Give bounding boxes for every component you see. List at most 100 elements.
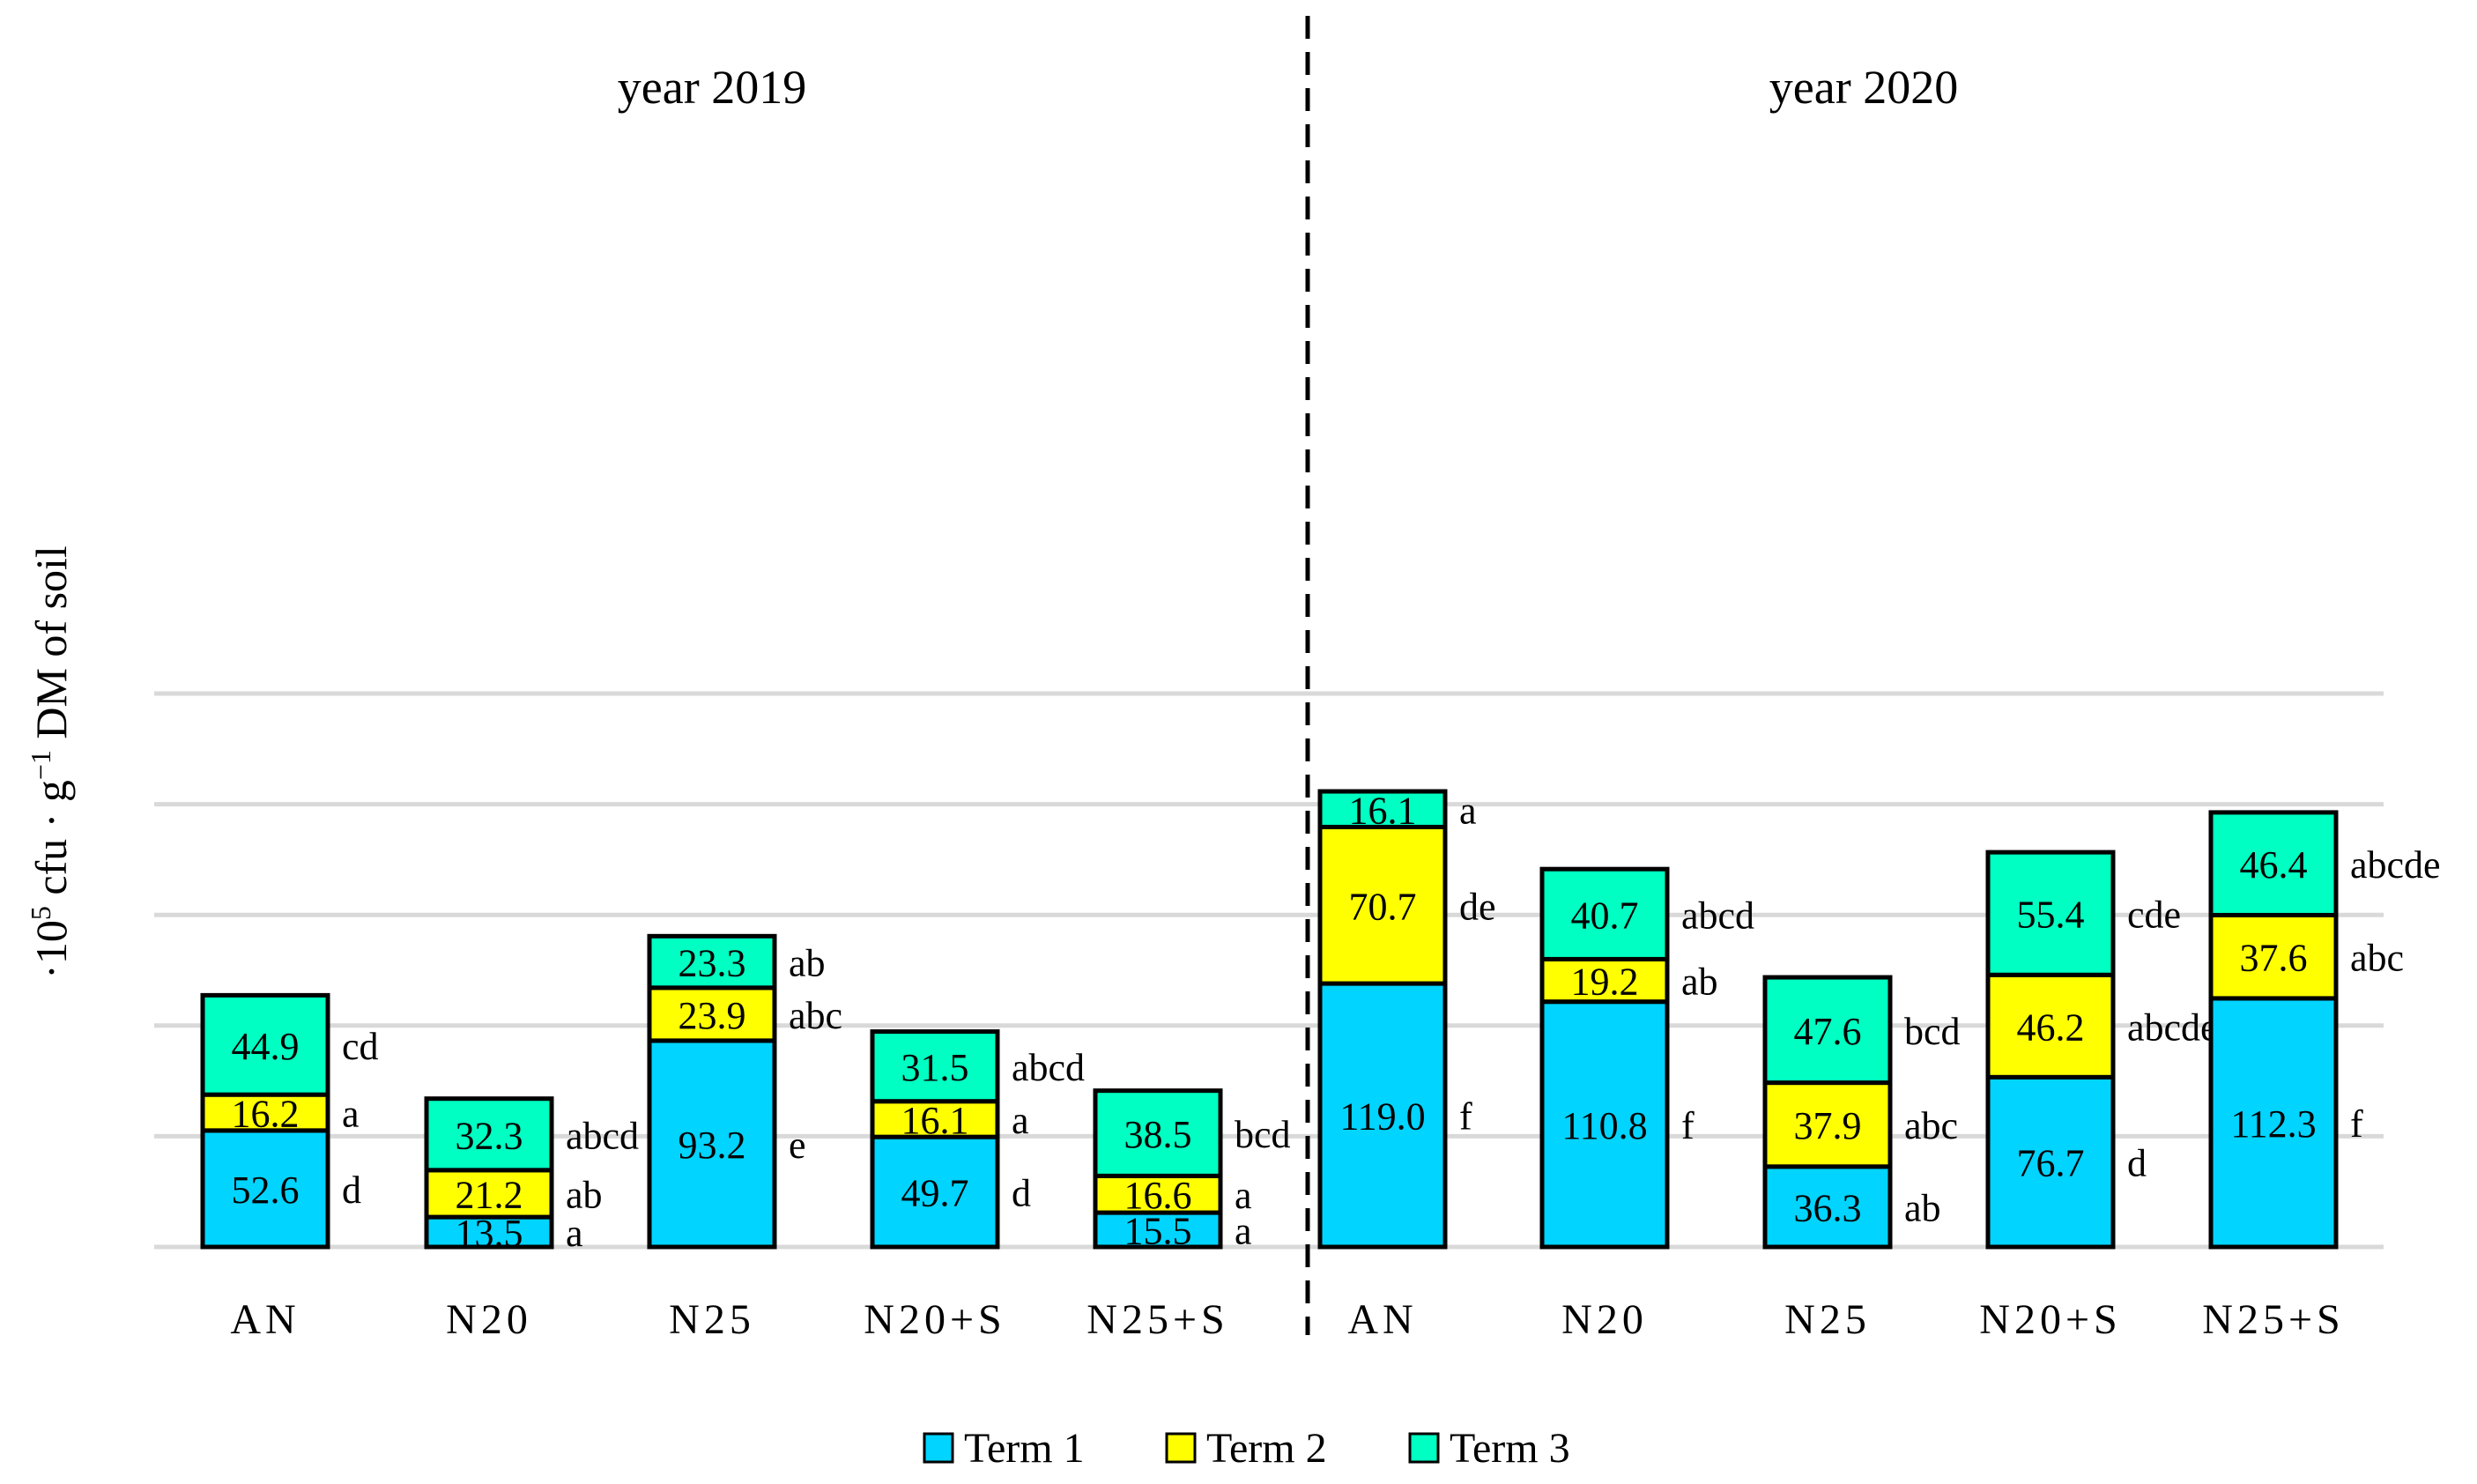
year-label: year 2019 [618,61,806,114]
bar-segment [1539,956,1670,1005]
data-label: 93.2 [679,1124,746,1167]
bar-segment [1317,824,1448,986]
x-tick-label: AN [1347,1296,1417,1343]
data-label: 23.3 [679,942,746,985]
data-label: 16.1 [901,1099,969,1142]
significance-letter: de [1459,885,1496,928]
x-tick-label: N20 [446,1296,532,1343]
significance-letter: e [789,1124,806,1167]
data-label: 16.6 [1124,1174,1192,1217]
data-label: 15.5 [1124,1210,1192,1253]
bar-segment [1985,850,2116,977]
data-label: 47.6 [1794,1010,1862,1053]
significance-letter: abcd [1012,1046,1085,1089]
data-label: 23.9 [679,994,746,1037]
significance-letter: bcd [1904,1010,1961,1053]
significance-letter: d [1012,1172,1031,1215]
bar-segment [870,1134,1000,1250]
legend-swatch [1408,1432,1440,1464]
data-label: 37.9 [1794,1104,1862,1147]
significance-letter: abcde [2350,843,2441,887]
bar-segment [1317,789,1448,829]
data-label: 49.7 [901,1172,969,1215]
legend: Term 1 Term 2 Term 3 [923,1425,1570,1472]
bar-segment [870,1099,1000,1139]
legend-label: Term 2 [1206,1425,1327,1472]
bar-segment [424,1096,554,1173]
data-label: 38.5 [1124,1113,1192,1156]
significance-letter: d [342,1169,361,1212]
data-label: 32.3 [456,1114,523,1157]
bar-segment [1093,1173,1223,1215]
bar-segment [1762,1080,1893,1169]
significance-letter: abcde [2127,1005,2218,1049]
significance-letter: f [1459,1095,1472,1139]
bar-segment [870,1029,1000,1104]
data-label: 46.4 [2240,843,2308,887]
data-label: 119.0 [1339,1095,1425,1139]
data-label: 52.6 [232,1169,300,1212]
bar-segment [1762,975,1893,1086]
significance-letter: abc [789,994,842,1037]
bar-segment [1093,1210,1223,1250]
x-tick-label: N25 [1784,1296,1871,1343]
data-label: 36.3 [1794,1186,1862,1229]
bar-segment [647,1038,777,1250]
bar-segment [200,1092,330,1133]
x-tick-label: N25+S [1086,1296,1228,1343]
legend-label: Term 1 [964,1425,1085,1472]
data-label: 37.6 [2240,937,2308,980]
x-tick-label: N25 [669,1296,755,1343]
year-label: year 2020 [1769,61,1958,114]
bar-segment [200,1128,330,1250]
significance-letter: abc [2350,937,2404,980]
data-label: 70.7 [1349,885,1417,928]
data-label: 16.2 [232,1093,300,1136]
significance-letter: abc [1904,1104,1958,1147]
data-label: 112.3 [2230,1102,2316,1146]
significance-letter: a [1235,1174,1252,1217]
significance-letter: a [342,1093,360,1136]
data-label: 55.4 [2017,894,2085,937]
year-labels: year 2019 year 2020 [618,61,1958,114]
data-label: 46.2 [2017,1005,2085,1049]
data-label: 40.7 [1571,894,1639,937]
data-label: 110.8 [1561,1104,1647,1147]
significance-letter: a [1459,789,1477,832]
data-label: 19.2 [1571,961,1639,1004]
significance-letter: a [566,1212,583,1255]
bar-segment [1539,866,1670,961]
significance-letter: cd [342,1025,379,1068]
bar-segment [424,1168,554,1220]
x-tick-label: N25+S [2202,1296,2344,1343]
data-label: 21.2 [456,1173,523,1216]
bar-segment [647,985,777,1043]
bar-segment [200,992,330,1097]
significance-letter: abcd [566,1114,639,1157]
x-tick-label: AN [230,1296,300,1343]
data-label: 31.5 [901,1046,969,1089]
x-tick-label: N20+S [864,1296,1005,1343]
x-tick-label: N20+S [1979,1296,2121,1343]
bar-segment [2208,912,2339,1001]
significance-letter: abcd [1681,894,1754,937]
significance-letter: a [1235,1210,1252,1253]
data-label: 44.9 [232,1025,300,1068]
bar-segment [2208,810,2339,917]
significance-letter: f [1681,1104,1695,1147]
significance-letter: a [1012,1099,1029,1142]
bar-segment [1093,1088,1223,1178]
bar-segment [647,933,777,991]
legend-label: Term 3 [1450,1425,1570,1472]
significance-letter: ab [789,942,826,985]
bar-segment [1539,999,1670,1250]
y-axis-label: ·105 cfu · g−1 DM of soil [25,545,76,979]
significance-letter: bcd [1235,1113,1291,1156]
bar-segment [424,1214,554,1250]
significance-letter: d [2127,1142,2147,1185]
significance-letter: cde [2127,894,2181,937]
legend-swatch [923,1432,954,1464]
data-label: 16.1 [1349,789,1417,832]
